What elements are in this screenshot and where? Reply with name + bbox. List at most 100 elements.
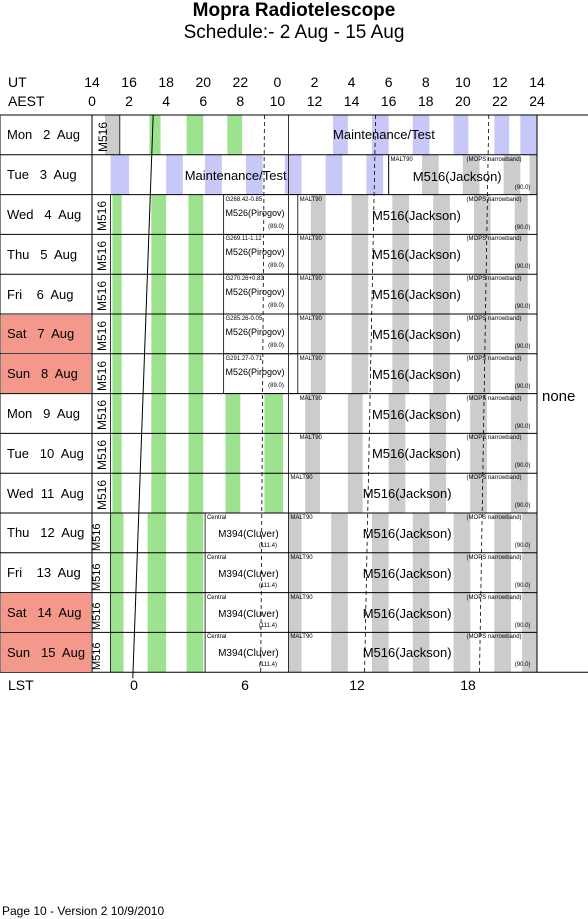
- malt90-label: MALT90: [299, 435, 322, 442]
- day-label: Sat 14 Aug: [1, 593, 91, 632]
- freq-label: (89.0): [268, 223, 284, 230]
- stripe: [325, 154, 343, 195]
- stripe: [347, 393, 363, 434]
- stripe: [110, 154, 130, 195]
- aest-tick: 0: [88, 93, 96, 109]
- stripe: [110, 513, 124, 553]
- freq-label: (90.0): [514, 344, 531, 350]
- stripe: [186, 592, 204, 633]
- stripe: [514, 234, 528, 275]
- day-label: Thu 5 Aug: [7, 246, 78, 262]
- stripe: [371, 632, 389, 673]
- stripe: [151, 314, 167, 354]
- freq-label: (90.0): [514, 184, 531, 191]
- stripe: [433, 274, 450, 314]
- m516-vertical-label: M516: [95, 241, 109, 272]
- m516-jackson-label: M516(Jackson): [362, 486, 452, 502]
- m516-vertical-label: M516: [95, 440, 109, 471]
- stripe: [453, 632, 471, 673]
- maintenance-label: Maintenance/Test: [333, 127, 435, 142]
- freq-label: (90.0): [514, 304, 531, 311]
- stripe: [422, 154, 439, 195]
- day-label: Sun 15 Aug: [1, 632, 91, 672]
- stripe: [522, 552, 537, 593]
- aest-tick: 8: [236, 93, 245, 109]
- day-label: Tue 3 Aug: [7, 167, 77, 183]
- g-coord-label: G291.27-0.71: [225, 355, 263, 362]
- stripe: [288, 552, 302, 593]
- stripe: [473, 194, 491, 235]
- m526-block: [223, 233, 299, 275]
- m526-label: M526(Pirogov): [225, 327, 285, 337]
- stripe: [453, 592, 471, 633]
- malt90-label: MALT90: [290, 554, 313, 561]
- stripe: [392, 234, 410, 275]
- stripe: [470, 433, 487, 474]
- m516-jackson-label: M516(Jackson): [362, 645, 452, 661]
- mops-label: (MOPS narrowband): [466, 395, 522, 402]
- stripe: [412, 592, 430, 633]
- stripe: [166, 154, 183, 195]
- stripe: [433, 353, 450, 394]
- m516-jackson-label: M516(Jackson): [371, 366, 461, 382]
- stripe: [351, 234, 369, 275]
- stripe: [433, 194, 450, 235]
- stripe: [112, 353, 122, 394]
- malt90-label: MALT90: [390, 156, 413, 163]
- malt90-label: MALT90: [290, 515, 313, 521]
- stripe: [529, 154, 537, 195]
- aest-tick: 4: [162, 93, 171, 109]
- m394-label: M394(Cluver): [218, 608, 279, 620]
- day-label: Fri 13 Aug: [7, 565, 81, 581]
- aest-axis-label: AEST: [8, 93, 45, 109]
- m516-vertical-label: M516: [96, 121, 110, 152]
- stripe: [186, 552, 204, 593]
- m516-jackson-label: M516(Jackson): [371, 327, 461, 342]
- stripe: [347, 473, 363, 513]
- g-coord-label: G268.42-0.85: [225, 196, 263, 203]
- stripe: [331, 552, 348, 593]
- stripe: [110, 592, 124, 633]
- aest-tick: 12: [306, 93, 323, 109]
- m516-jackson-label: M516(Jackson): [371, 446, 461, 462]
- m516-jackson-label: M516(Jackson): [371, 207, 461, 223]
- stripe: [186, 115, 204, 155]
- malt90-label: MALT90: [299, 276, 322, 283]
- day-label: Mon 2 Aug: [7, 127, 80, 143]
- ut-tick: 14: [529, 74, 545, 90]
- stripe: [511, 473, 528, 513]
- m516-jackson-label: M516(Jackson): [362, 605, 452, 621]
- stripe: [392, 314, 410, 354]
- stripe: [511, 433, 528, 474]
- freq-label: (89.0): [268, 263, 284, 270]
- aest-tick: 18: [417, 93, 434, 109]
- stripe: [462, 154, 480, 195]
- mops-label: (MOPS narrowband): [466, 475, 522, 482]
- stripe: [112, 274, 122, 314]
- stripe: [331, 513, 348, 553]
- m526-label: M526(Pirogov): [225, 247, 285, 258]
- aest-tick: 2: [125, 93, 133, 109]
- stripe: [149, 115, 161, 155]
- ut-tick: 20: [195, 74, 212, 90]
- stripe: [371, 592, 389, 633]
- mops-label: (MOPS narrowband): [466, 554, 522, 561]
- freq-label: (89.0): [268, 303, 284, 310]
- freq-label: (90.0): [514, 503, 531, 510]
- stripe: [310, 353, 326, 394]
- freq-label: (90.0): [514, 622, 531, 629]
- stripe: [151, 393, 167, 434]
- stripe: [188, 433, 204, 474]
- day-label: Tue 10 Aug: [7, 445, 84, 461]
- stripe: [522, 632, 537, 673]
- stripe: [188, 274, 204, 314]
- stripe: [188, 194, 204, 235]
- central-label: Central: [206, 594, 227, 601]
- stripe: [347, 433, 363, 474]
- m516-jackson-label: M516(Jackson): [412, 168, 502, 184]
- malt90-label: MALT90: [290, 634, 313, 641]
- m516-jackson-label: M516(Jackson): [371, 287, 461, 303]
- ut-tick: 14: [84, 74, 100, 90]
- stripe: [412, 513, 430, 553]
- m394-label: M394(Cluver): [218, 529, 279, 540]
